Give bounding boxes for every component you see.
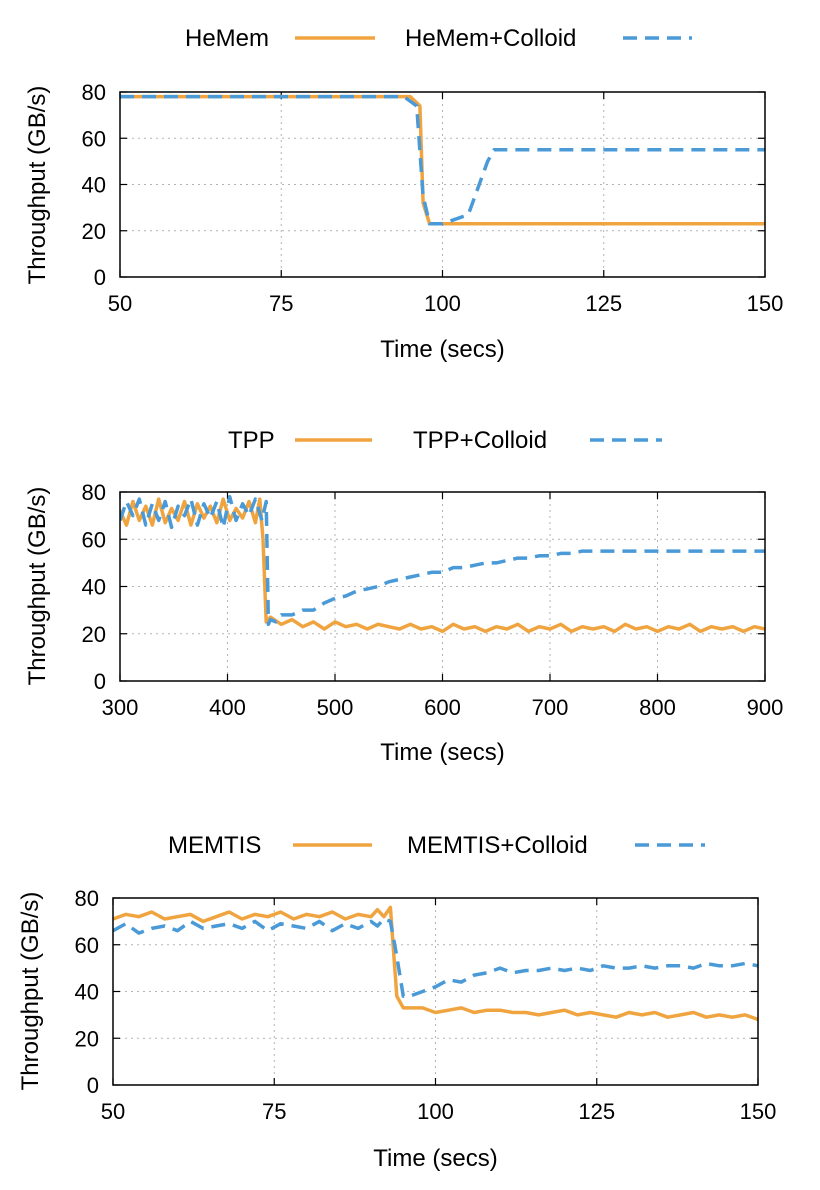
legend-label: MEMTIS+Colloid: [407, 832, 588, 859]
x-tick-label: 50: [101, 1099, 125, 1124]
y-tick-label: 0: [94, 265, 106, 290]
legend-label: TPP+Colloid: [413, 427, 547, 454]
series-line-tpp-colloid: [120, 494, 765, 627]
y-tick-label: 80: [75, 886, 99, 911]
y-axis-title: Throughput (GB/s): [24, 86, 51, 285]
y-tick-label: 60: [75, 933, 99, 958]
legend-label: TPP: [228, 427, 275, 454]
series-line-tpp: [120, 497, 765, 634]
x-tick-label: 75: [269, 291, 293, 316]
x-tick-label: 300: [102, 695, 139, 720]
y-axis-title: Throughput (GB/s): [17, 892, 44, 1091]
plot-frame: [119, 91, 766, 278]
x-axis-title: Time (secs): [380, 739, 504, 766]
y-tick-label: 60: [82, 527, 106, 552]
y-tick-label: 0: [87, 1073, 99, 1098]
series-line-hemem-colloid: [120, 94, 765, 226]
x-tick-label: 500: [317, 695, 354, 720]
x-axis-title: Time (secs): [373, 1145, 497, 1172]
y-axis-title: Throughput (GB/s): [24, 487, 51, 686]
series-line-hemem: [120, 94, 765, 226]
y-tick-label: 20: [75, 1026, 99, 1051]
y-tick-label: 40: [75, 980, 99, 1005]
x-tick-label: 900: [747, 695, 784, 720]
x-tick-label: 75: [262, 1099, 286, 1124]
x-tick-label: 150: [740, 1099, 777, 1124]
x-tick-label: 100: [417, 1099, 454, 1124]
chart-panel-hemem: 50 75 100 125 150 0 20 40 60 80 HeMem HeMem+Colloid…: [24, 25, 783, 363]
y-tick-label: 20: [82, 219, 106, 244]
y-tick-label: 80: [82, 80, 106, 105]
y-tick-label: 60: [82, 126, 106, 151]
y-tick-label: 40: [82, 173, 106, 198]
x-tick-label: 600: [424, 695, 461, 720]
x-axis-title: Time (secs): [380, 336, 504, 363]
x-tick-label: 400: [209, 695, 246, 720]
y-tick-label: 40: [82, 575, 106, 600]
chart-panel-memtis: 50 75 100 125 150 0 20 40 60 80 MEMTIS MEMTIS+Collo…: [17, 832, 776, 1172]
y-tick-label: 80: [82, 480, 106, 505]
x-tick-label: 125: [585, 291, 622, 316]
legend-label: HeMem: [185, 25, 269, 52]
y-tick-label: 20: [82, 622, 106, 647]
x-tick-label: 100: [424, 291, 461, 316]
x-tick-label: 150: [747, 291, 784, 316]
x-tick-label: 800: [639, 695, 676, 720]
y-tick-label: 0: [94, 669, 106, 694]
plot-frame: [119, 491, 766, 682]
series-line-memtis-colloid: [113, 917, 758, 998]
chart-panel-tpp: 300 400 500 600 700 800 900 0 20 40 60 80 TPP TPP+Col…: [24, 427, 783, 766]
x-tick-label: 125: [578, 1099, 615, 1124]
x-tick-label: 50: [108, 291, 132, 316]
legend-label: HeMem+Colloid: [405, 25, 576, 52]
x-tick-label: 700: [532, 695, 569, 720]
plot-frame: [112, 897, 759, 1086]
series-line-memtis: [113, 905, 758, 1022]
legend-label: MEMTIS: [168, 832, 261, 859]
